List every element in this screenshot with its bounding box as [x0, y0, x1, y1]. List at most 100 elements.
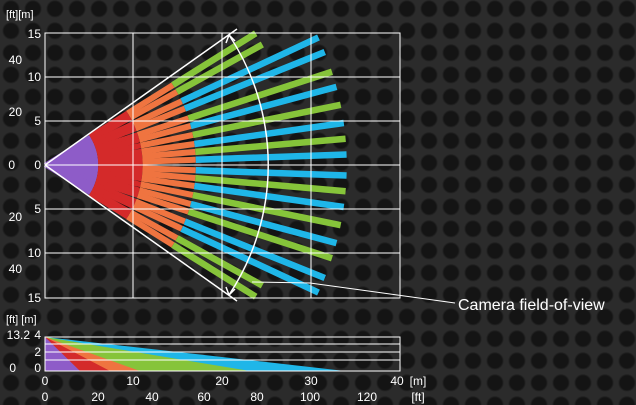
- beam-segment-green: [187, 208, 333, 262]
- beam-segment-orange: [142, 165, 196, 174]
- beam-segment-red: [97, 153, 143, 164]
- beam-segment-red: [94, 178, 139, 198]
- side-m-tick-4: 4: [34, 328, 41, 342]
- beam-segment-green: [171, 30, 258, 88]
- top-m-tick-15-lower: 15: [28, 291, 42, 305]
- beam-segment-red: [94, 132, 139, 152]
- axis-m-tick-30: 30: [304, 374, 318, 388]
- fov-leader-line: [251, 281, 456, 304]
- beam-segment-green: [175, 235, 264, 289]
- fov-arrowhead-bottom: [225, 286, 236, 297]
- beam-segment-orange: [128, 89, 179, 121]
- beam-segment-blue: [180, 225, 320, 296]
- fov-arc: [228, 34, 269, 296]
- beam-segment-orange: [132, 98, 184, 127]
- axis-m-tick-20: 20: [215, 374, 229, 388]
- side-view-unit-label: [ft] [m]: [6, 314, 37, 326]
- beam-segment-red: [98, 158, 143, 166]
- beam-segment-green: [192, 101, 342, 139]
- bottom-axis: 0 10 20 30 40 [m] 0 20 40 60 80 100 120 …: [42, 374, 427, 404]
- beam-segment-orange: [142, 156, 196, 165]
- beam-segment-red: [93, 182, 137, 205]
- side-view-grid: [44, 336, 401, 372]
- top-view-panel: 15 10 5 0 5 10 15 40 20 0 20 40 [ft][m]: [6, 9, 456, 305]
- beam-segment-red: [92, 121, 135, 145]
- beam-segment-green: [175, 41, 264, 95]
- beam-segment-orange: [132, 203, 184, 232]
- axis-ft-tick-40: 40: [145, 390, 159, 404]
- beam-segment-blue: [189, 83, 338, 130]
- side-m-tick-0: 0: [34, 361, 41, 375]
- top-m-tick-5: 5: [34, 114, 41, 128]
- beam-segment-blue: [193, 182, 345, 211]
- top-ft-tick-0: 0: [8, 158, 15, 172]
- top-ft-tick-40: 40: [9, 53, 23, 67]
- side-view-beams: [45, 337, 345, 371]
- axis-ft-unit: [ft]: [411, 390, 424, 404]
- beam-segment-red: [93, 125, 137, 148]
- axis-m-tick-10: 10: [126, 374, 140, 388]
- top-ft-tick-40-lower: 40: [9, 262, 23, 276]
- top-view-unit-label: [ft][m]: [6, 9, 34, 21]
- beam-segment-red: [95, 137, 141, 154]
- axis-ft-tick-120: 120: [357, 390, 377, 404]
- top-view-beams: [43, 30, 347, 300]
- beam-segment-orange: [141, 148, 196, 160]
- beam-segment-orange: [126, 214, 175, 248]
- beam-segment-orange: [134, 198, 187, 225]
- beam-segment-red: [97, 148, 143, 161]
- axis-ft-tick-100: 100: [300, 390, 320, 404]
- side-ft-tick-13-2: 13.2: [7, 328, 31, 342]
- top-m-tick-5-lower: 5: [34, 202, 41, 216]
- axis-m-unit: [m]: [410, 374, 427, 388]
- beam-segment-orange: [134, 105, 187, 132]
- top-m-tick-10: 10: [28, 70, 42, 84]
- beam-segment-red: [97, 169, 143, 182]
- beam-segment-blue: [183, 48, 326, 112]
- beam-segment-green: [187, 68, 333, 122]
- field-of-view-lines: [44, 28, 456, 304]
- beam-segment-blue: [193, 119, 345, 148]
- side-view-panel: [ft] [m] 4 2 0 13.2 0: [6, 314, 401, 375]
- beam-segment-red: [88, 110, 130, 140]
- beam-segment-orange: [140, 131, 194, 149]
- beam-segment-green: [195, 135, 346, 156]
- side-ft-tick-0: 0: [9, 361, 16, 375]
- beam-segment-orange: [126, 82, 175, 116]
- top-m-tick-15: 15: [28, 27, 42, 41]
- fov-line-upper: [44, 28, 238, 166]
- beam-segment-orange: [141, 141, 195, 155]
- beam-segment-blue: [195, 167, 347, 179]
- axis-m-tick-0: 0: [42, 374, 49, 388]
- axis-ft-tick-80: 80: [250, 390, 264, 404]
- beam-segment-blue: [189, 200, 338, 247]
- beam-segment-red: [92, 185, 135, 209]
- top-ft-tick-20: 20: [9, 105, 23, 119]
- top-m-tick-0: 0: [34, 158, 41, 172]
- beam-segment-red: [95, 176, 141, 193]
- beam-segment-green: [192, 191, 342, 229]
- beam-segment-blue: [183, 218, 326, 282]
- axis-ft-tick-20: 20: [91, 390, 105, 404]
- beam-segment-red: [88, 190, 130, 220]
- axis-ft-tick-60: 60: [197, 390, 211, 404]
- fov-line-lower: [44, 164, 238, 302]
- axis-m-tick-40: 40: [390, 374, 404, 388]
- beam-segment-orange: [140, 181, 194, 199]
- side-wedge-purple: [45, 337, 80, 371]
- top-ft-tick-20-lower: 20: [9, 210, 23, 224]
- top-view-m-tick-labels: 15 10 5 0 5 10 15: [28, 27, 42, 305]
- side-view-frame: [44, 336, 401, 372]
- top-m-tick-10-lower: 10: [28, 246, 42, 260]
- beam-segment-orange: [138, 123, 192, 143]
- beam-segment-orange: [141, 170, 196, 182]
- beam-segment-orange: [138, 187, 192, 207]
- camera-fov-label: Camera field-of-view: [458, 297, 605, 314]
- beam-segment-green: [195, 174, 346, 195]
- beam-segment-blue: [195, 151, 347, 163]
- fov-arrowhead-top: [225, 33, 236, 44]
- beam-segment-red: [98, 164, 143, 172]
- beam-segment-red: [97, 166, 143, 177]
- side-m-tick-2: 2: [34, 345, 41, 359]
